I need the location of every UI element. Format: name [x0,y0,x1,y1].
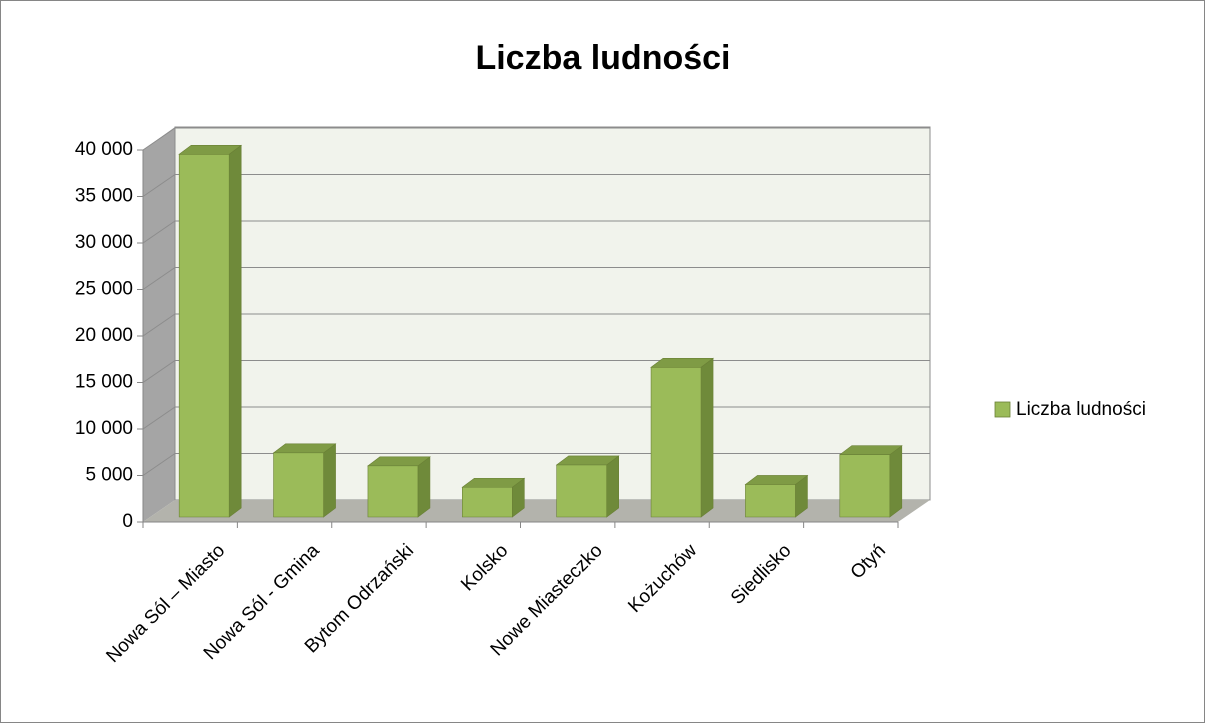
y-tick-label: 35 000 [75,186,133,207]
bar-front [367,465,419,518]
bar-side [889,445,903,518]
grid-line [142,453,176,476]
bar [744,474,809,518]
bar [461,477,526,518]
bar-side [700,357,714,518]
grid-line [142,220,176,244]
bar [367,456,431,518]
bar-front [839,454,891,518]
y-tick-label: 10 000 [75,418,133,439]
bar-front [178,154,230,518]
y-tick-label: 20 000 [75,325,133,346]
y-tick-label: 0 [122,511,133,532]
bar-side [323,443,336,518]
bar [838,445,903,518]
bar [272,443,337,518]
bar-front [273,452,324,518]
y-tick-label: 25 000 [75,279,133,300]
grid-line [142,360,176,383]
y-tick-label: 15 000 [75,372,133,393]
floor [143,500,930,522]
bar-front [745,484,796,518]
bar-front [650,366,702,518]
chart-title: Liczba ludności [475,39,730,77]
bar [555,455,620,518]
grid-line [142,406,176,430]
grid-line [142,127,176,151]
y-tick-label: 40 000 [75,139,133,160]
bar-front [556,464,607,518]
bar-front [462,486,513,518]
y-tick-label: 30 000 [75,232,133,253]
bar-side [417,456,431,518]
bar [650,357,714,518]
bar [178,144,243,518]
bar-side [228,144,242,518]
grid-line [142,267,176,290]
legend-label: Liczba ludności [1016,399,1146,420]
bar-side [606,455,619,518]
grid-line [142,313,176,337]
legend-swatch [994,401,1011,418]
y-tick-label: 5 000 [85,465,133,486]
grid-line [142,174,176,197]
